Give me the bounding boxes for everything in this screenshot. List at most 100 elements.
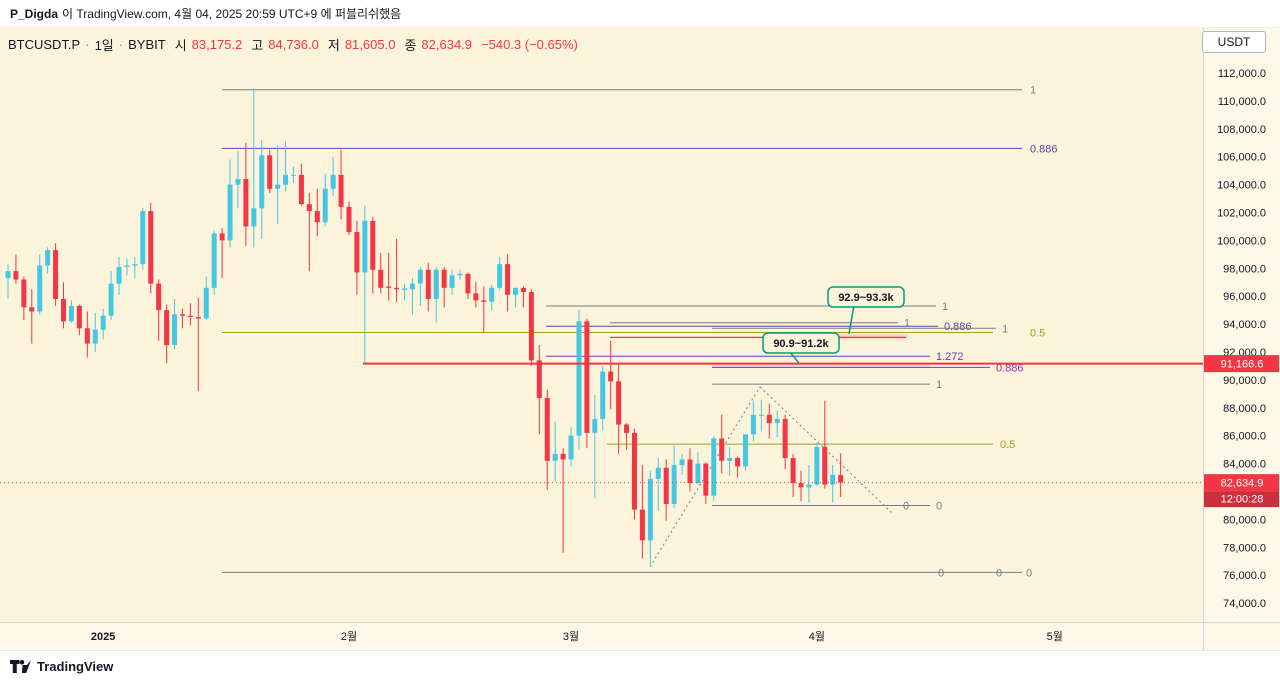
candle-body (600, 371, 606, 419)
callout-tail (848, 304, 855, 334)
candle-body (267, 155, 273, 189)
exchange-label[interactable]: BYBIT (128, 37, 166, 52)
candle-body (68, 305, 74, 322)
candle-body (132, 264, 138, 266)
low-value: 81,605.0 (344, 37, 396, 52)
candle-body (298, 174, 304, 205)
price-tick-label: 74,000.0 (1223, 598, 1266, 610)
candles-layer[interactable] (5, 88, 844, 567)
candle-body (227, 184, 233, 241)
symbol-name[interactable]: BTCUSDT.P (8, 37, 81, 52)
candle-body (528, 292, 534, 361)
candle-body (409, 283, 415, 290)
candle-body (687, 459, 693, 484)
candle-body (505, 264, 511, 295)
open-value: 83,175.2 (191, 37, 243, 52)
fib-level-label: 1.272 (936, 351, 964, 363)
candle-body (639, 509, 645, 541)
candle-body (441, 269, 447, 288)
fib-level-label: 0.5 (1030, 327, 1045, 339)
time-axis-labels[interactable]: 2025 2월 3월 4월 5월 (91, 630, 1063, 643)
interval-label[interactable]: 1일 (94, 38, 114, 53)
candle-body (655, 467, 661, 479)
candle-body (695, 463, 701, 484)
price-tick-label: 88,000.0 (1223, 403, 1266, 415)
red-levels-layer (363, 336, 1203, 365)
candle-body (108, 283, 114, 316)
candle-body (402, 288, 407, 290)
time-axis-bg[interactable] (0, 622, 1203, 650)
candle-body (156, 283, 162, 311)
price-tick-label: 110,000.0 (1218, 96, 1266, 108)
callout-text: 90.9~91.2k (773, 338, 829, 350)
candle-body (513, 287, 519, 295)
price-axis-bg[interactable] (1203, 28, 1280, 650)
fib-level-label: 0.5 (1000, 439, 1015, 451)
fib-level-label: 0.886 (1030, 143, 1058, 155)
chart-region[interactable]: 1 0.886 0.5 0 0 0 1 1 0.886 1 1.272 0.886 1 0.5 0 0 112,… (0, 28, 1280, 650)
price-tick-label: 98,000.0 (1223, 263, 1266, 275)
candle-body (663, 467, 669, 505)
fib-level-label: 0 (996, 567, 1002, 579)
fib-level-label: 1 (1030, 85, 1036, 97)
fib-level-label: 1 (942, 301, 948, 313)
candle-body (61, 298, 67, 322)
candle-body (568, 435, 574, 460)
price-tick-label: 100,000.0 (1217, 235, 1266, 247)
candle-body (798, 483, 804, 488)
price-chart-canvas[interactable]: 1 0.886 0.5 0 0 0 1 1 0.886 1 1.272 0.886 1 0.5 0 0 112,… (0, 28, 1280, 650)
candle-body (378, 269, 384, 288)
callout-box[interactable] (827, 286, 905, 308)
trend-lines-layer (649, 386, 894, 568)
tradingview-logo-icon[interactable] (10, 659, 31, 673)
price-tick-label: 86,000.0 (1223, 431, 1266, 443)
candle-body (790, 458, 796, 484)
candle-body (457, 273, 463, 276)
candle-body (116, 266, 122, 284)
candle-body (211, 233, 217, 288)
candle-body (465, 273, 471, 294)
candle-body (814, 446, 820, 485)
time-tick-label: 4월 (809, 630, 825, 643)
candle-body (354, 232, 360, 273)
price-tick-label: 102,000.0 (1217, 208, 1266, 220)
legend-separator: · (118, 37, 124, 52)
currency-toggle-button[interactable]: USDT (1202, 31, 1266, 53)
candle-body (838, 475, 844, 483)
price-tick-label: 80,000.0 (1223, 514, 1266, 526)
price-tick-label: 84,000.0 (1223, 459, 1266, 471)
candle-body (742, 434, 748, 467)
candle-body (552, 453, 558, 461)
candle-body (425, 269, 431, 299)
price-badges-layer: 91,166.6 82,634.9 12:00:28 (1204, 355, 1279, 508)
callout-box[interactable] (762, 332, 840, 354)
candle-body (806, 484, 812, 488)
candle-body (124, 265, 130, 267)
publish-bar: P_Digda 이 TradingView.com, 4월 04, 2025 2… (0, 0, 1280, 28)
fib-zone[interactable] (712, 363, 930, 368)
candle-body (148, 211, 154, 284)
candle-body (750, 414, 756, 435)
candle-body (322, 188, 328, 223)
close-value: 82,634.9 (421, 37, 473, 52)
tradingview-brand[interactable]: TradingView (37, 658, 114, 674)
time-tick-label: 2월 (341, 630, 357, 643)
candle-body (13, 271, 19, 280)
open-label: 시 (174, 38, 187, 53)
price-tick-label: 94,000.0 (1223, 319, 1266, 331)
time-tick-label: 5월 (1047, 630, 1063, 643)
price-axis-labels[interactable]: 112,000.0 110,000.0 108,000.0 106,000.0 104,… (1217, 68, 1266, 610)
fib-level-label: 0 (1026, 567, 1032, 579)
price-tick-label: 106,000.0 (1217, 152, 1266, 164)
price-badge (1204, 474, 1279, 492)
publish-text: 이 TradingView.com, 4월 04, 2025 20:59 UTC… (62, 7, 402, 21)
candle-body (608, 371, 614, 382)
candle-body (386, 286, 392, 288)
publish-author[interactable]: P_Digda (10, 6, 59, 21)
footer-bar: TradingView (0, 650, 1280, 681)
price-badge-value: 91,166.6 (1221, 359, 1264, 371)
price-tick-label: 78,000.0 (1223, 542, 1266, 554)
candle-body (259, 155, 265, 209)
candle-body (544, 398, 550, 461)
candle-body (711, 438, 717, 496)
